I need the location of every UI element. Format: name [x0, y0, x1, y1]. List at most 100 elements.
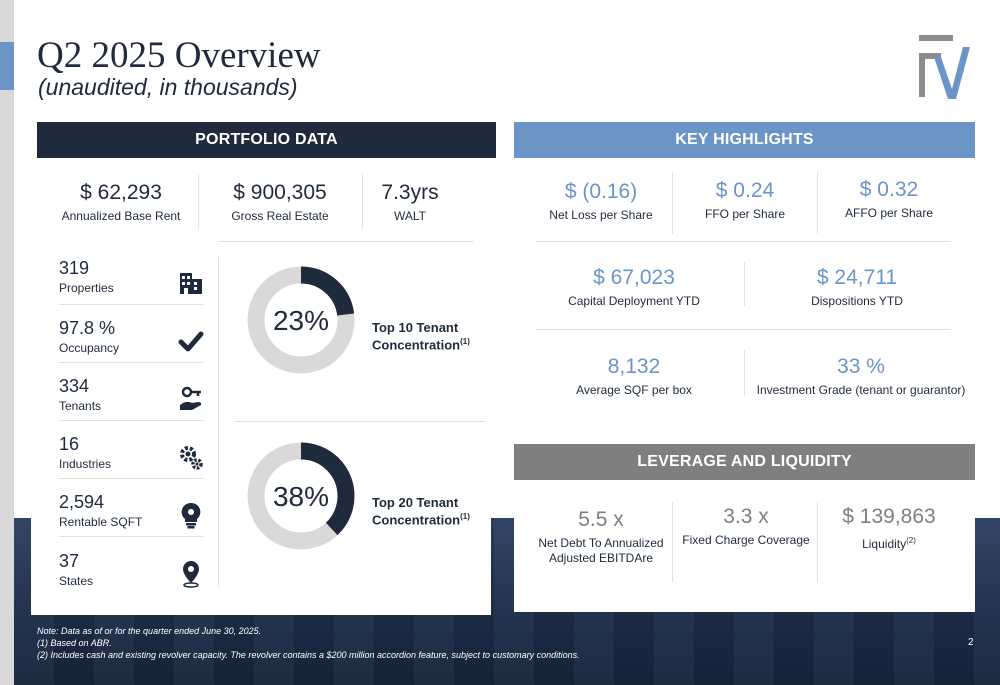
stat-label: Net Loss per Share: [549, 208, 653, 222]
divider: [817, 502, 818, 582]
divider: [536, 329, 951, 330]
stat-label: Average SQF per box: [576, 383, 692, 397]
net-loss-per-share-stat: $ (0.16) Net Loss per Share: [536, 179, 666, 223]
label-line1: Top 20 Tenant: [372, 495, 459, 510]
metric-label: Occupancy: [59, 341, 120, 355]
portfolio-data-panel: PORTFOLIO DATA $ 62,293 Annualized Base …: [31, 122, 496, 615]
stat-value: $ 139,863: [842, 505, 936, 528]
label-line1: Top 10 Tenant: [372, 320, 459, 335]
divider: [672, 172, 673, 234]
affo-per-share-stat: $ 0.32 AFFO per Share: [824, 177, 954, 221]
divider: [536, 241, 951, 242]
divider: [218, 257, 219, 587]
metric-label: States: [59, 574, 94, 588]
stat-value: 7.3yrs: [381, 181, 439, 204]
donut-percent: 23%: [273, 305, 329, 336]
highlights-heading: KEY HIGHLIGHTS: [514, 122, 975, 158]
gross-real-estate-stat: $ 900,305 Gross Real Estate: [209, 180, 351, 224]
label-text: Liquidity: [862, 537, 907, 551]
hand-key-icon: [180, 386, 202, 410]
stat-value: $ (0.16): [564, 180, 638, 203]
page-title: Q2 2025 Overview: [37, 35, 321, 76]
metric-rentable-sqft: 2,594 Rentable SQFT: [59, 491, 204, 543]
divider: [672, 502, 673, 582]
lightbulb-gear-icon: [181, 502, 201, 529]
stat-value: $ 67,023: [593, 266, 675, 289]
checkmark-icon: [178, 331, 204, 352]
divider: [219, 241, 474, 242]
liquidity-stat: $ 139,863 Liquidity(2): [824, 504, 954, 552]
metric-states: 37 States: [59, 550, 204, 602]
donut-percent: 38%: [273, 481, 329, 512]
capital-deployment-stat: $ 67,023 Capital Deployment YTD: [536, 265, 732, 309]
metric-value: 319: [59, 258, 90, 278]
label-line1: Net Debt To Annualized: [538, 536, 664, 550]
key-highlights-panel: KEY HIGHLIGHTS $ (0.16) Net Loss per Sha…: [514, 122, 975, 420]
average-sqf-stat: 8,132 Average SQF per box: [536, 354, 732, 398]
stat-label: Liquidity(2): [824, 533, 954, 552]
fixed-charge-coverage-stat: 3.3 x Fixed Charge Coverage: [678, 504, 814, 548]
divider: [59, 362, 204, 363]
stat-value: $ 24,711: [816, 266, 898, 289]
stat-value: 3.3 x: [723, 505, 769, 528]
top20-concentration-label: Top 20 Tenant Concentration(1): [372, 496, 470, 527]
top10-concentration-donut: 23%: [247, 266, 355, 374]
stat-label: Fixed Charge Coverage: [682, 533, 810, 547]
stat-label: Gross Real Estate: [231, 209, 329, 223]
stat-label: AFFO per Share: [844, 206, 934, 220]
metric-value: 16: [59, 434, 80, 454]
label-line2: Concentration: [372, 337, 461, 353]
divider: [235, 421, 485, 422]
stat-value: $ 0.24: [715, 179, 775, 202]
footnote-marker: (1): [460, 337, 470, 346]
net-debt-ebitdare-stat: 5.5 x Net Debt To Annualized Adjusted EB…: [532, 507, 670, 566]
building-icon: [180, 273, 202, 294]
stat-label: Annualized Base Rent: [61, 209, 181, 223]
location-pin-icon: [183, 561, 199, 588]
portfolio-heading: PORTFOLIO DATA: [37, 122, 496, 158]
label-line2: Adjusted EBITDAre: [548, 551, 654, 565]
donut-value-arc: [247, 266, 355, 374]
metric-label: Properties: [59, 281, 114, 295]
stat-value: $ 62,293: [80, 181, 162, 204]
stat-label: FFO per Share: [704, 207, 786, 221]
page-subtitle: (unaudited, in thousands): [38, 74, 298, 100]
metric-value: 37: [59, 551, 80, 571]
stat-label: Capital Deployment YTD: [568, 294, 700, 308]
gears-icon: [180, 446, 203, 470]
divider: [59, 478, 204, 479]
metric-tenants: 334 Tenants: [59, 375, 204, 427]
annualized-base-rent-stat: $ 62,293 Annualized Base Rent: [51, 180, 191, 224]
metric-label: Rentable SQFT: [59, 515, 143, 529]
divider: [59, 420, 204, 421]
footnote-marker: (1): [460, 512, 470, 521]
leverage-heading: LEVERAGE AND LIQUIDITY: [514, 444, 975, 480]
footnote-note: Note: Data as of or for the quarter ende…: [37, 626, 262, 636]
dispositions-stat: $ 24,711 Dispositions YTD: [752, 265, 962, 309]
stat-value: 33 %: [837, 355, 885, 378]
divider: [198, 174, 199, 229]
left-accent-bar: [0, 42, 14, 90]
metric-value: 334: [59, 376, 90, 396]
metric-label: Industries: [59, 457, 112, 471]
top10-concentration-label: Top 10 Tenant Concentration(1): [372, 321, 470, 352]
page-number: 2: [968, 637, 974, 648]
divider: [59, 304, 204, 305]
metric-properties: 319 Properties: [59, 257, 204, 309]
stat-label: WALT: [394, 209, 426, 223]
metric-occupancy: 97.8 % Occupancy: [59, 317, 204, 369]
footnote-1: (1) Based on ABR.: [37, 638, 112, 648]
stat-label: Dispositions YTD: [811, 294, 903, 308]
ffo-per-share-stat: $ 0.24 FFO per Share: [678, 178, 812, 222]
left-rail: [0, 0, 14, 685]
stat-value: 5.5 x: [578, 508, 624, 531]
top20-concentration-donut: 38%: [247, 442, 355, 550]
divider: [362, 174, 363, 229]
metric-label: Tenants: [59, 399, 102, 413]
stat-value: 8,132: [607, 355, 661, 378]
donut-value-arc: [247, 442, 355, 550]
stat-value: $ 900,305: [233, 181, 327, 204]
stat-value: $ 0.32: [859, 178, 919, 201]
divider: [744, 262, 745, 306]
metric-value: 97.8 %: [59, 318, 116, 338]
